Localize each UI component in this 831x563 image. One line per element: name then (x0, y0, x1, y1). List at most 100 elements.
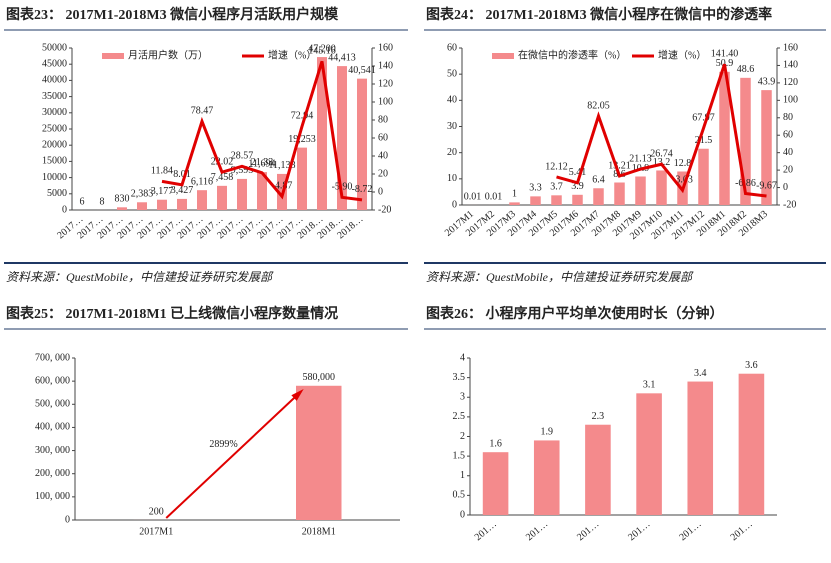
bar-label: 8 (100, 196, 105, 207)
y-tick-label: 40000 (42, 75, 67, 86)
y2-tick-label: 40 (378, 150, 388, 161)
y-tick-label: 2 (460, 431, 465, 442)
y2-tick-label: 120 (378, 78, 393, 89)
y-tick-label: 30000 (42, 107, 67, 118)
y2-tick-label: 0 (378, 186, 383, 197)
bar (739, 374, 765, 515)
line-label: 8.01 (173, 169, 191, 180)
x-tick-label: 201… (677, 519, 703, 543)
bar-label: 1 (512, 189, 517, 200)
y-tick-label: 50000 (42, 42, 67, 53)
line-label: 26.74 (650, 149, 673, 160)
y2-tick-label: 60 (378, 132, 388, 143)
bar (117, 207, 127, 210)
bar-label: 3.1 (643, 380, 656, 391)
bar-label: 3.6 (745, 360, 758, 371)
y-tick-label: 700, 000 (35, 352, 70, 363)
y-tick-label: 45000 (42, 58, 67, 69)
y-tick-label: 30 (447, 121, 457, 132)
legend-swatch (102, 53, 124, 59)
x-tick-label: 201… (729, 519, 755, 543)
y-tick-label: 1.5 (453, 450, 466, 461)
y-tick-label: 300, 000 (35, 445, 70, 456)
y2-tick-label: 0 (783, 182, 788, 193)
y-tick-label: 20000 (42, 139, 67, 150)
x-tick-label: 2018M1 (302, 526, 336, 537)
bar-label: 1.9 (541, 427, 554, 438)
bar-label: 43.9 (758, 76, 776, 87)
y-tick-label: 15000 (42, 156, 67, 167)
y-tick-label: 0 (452, 199, 457, 210)
y-tick-label: 200, 000 (35, 468, 70, 479)
x-tick-label: 201… (524, 519, 550, 543)
x-tick-label: 201… (575, 519, 601, 543)
title: 图表25： 2017M1-2018M1 已上线微信小程序数量情况 (6, 305, 338, 322)
source: 资料来源：QuestMobile，中信建投证券研究发展部 (6, 270, 274, 284)
bar-label: 3,427 (171, 185, 194, 196)
bar-label: 2.3 (592, 411, 605, 422)
bar (534, 440, 560, 515)
y-tick-label: 400, 000 (35, 422, 70, 433)
y-tick-label: 3 (460, 392, 465, 403)
y-tick-label: 25000 (42, 123, 67, 134)
x-tick-label: 201… (473, 519, 499, 543)
bar-label: 12.8 (674, 158, 692, 169)
line-label: 12.12 (545, 161, 568, 172)
source: 资料来源：QuestMobile，中信建投证券研究发展部 (426, 270, 694, 284)
y-tick-label: 20 (447, 147, 457, 158)
line-label: -9.67 (756, 180, 777, 191)
line-label: 141.40 (711, 49, 739, 60)
y2-tick-label: 120 (783, 77, 798, 88)
title: 图表24： 2017M1-2018M3 微信小程序在微信中的渗透率 (426, 6, 772, 23)
y-tick-label: 600, 000 (35, 375, 70, 386)
bar (137, 202, 147, 210)
bar-label: 48.6 (737, 64, 755, 75)
bar (296, 386, 342, 520)
bar (698, 149, 709, 205)
y2-tick-label: 80 (783, 112, 793, 123)
bar-label: 1.6 (489, 438, 502, 449)
bar (572, 195, 583, 205)
bar-label: 6.4 (592, 175, 605, 186)
bar-label: 3.3 (529, 183, 542, 194)
bar-label: 3.7 (550, 182, 563, 193)
line-label: 5.41 (569, 167, 587, 178)
y-tick-label: 40 (447, 95, 457, 106)
line-label: 78.47 (191, 106, 214, 117)
bar-label: 830 (115, 194, 130, 205)
y-tick-label: 3.5 (453, 372, 466, 383)
bar (509, 202, 520, 205)
y-tick-label: 0 (62, 204, 67, 215)
bar (636, 393, 662, 515)
legend-swatch (492, 53, 514, 59)
bar-label: 0.01 (464, 191, 482, 202)
bar (157, 200, 167, 210)
bar-label: 19,253 (288, 134, 316, 145)
y-tick-label: 100, 000 (35, 491, 70, 502)
line-label: 11.84 (151, 166, 173, 177)
bar (217, 186, 227, 210)
bar (635, 176, 646, 205)
line-label: 13.21 (608, 160, 631, 171)
legend-label: 在微信中的渗透率（%） (518, 48, 626, 61)
y-tick-label: 4 (460, 352, 465, 363)
line-label: 21.33 (251, 157, 274, 168)
y-tick-label: 5000 (47, 188, 67, 199)
bar-label: 580,000 (303, 372, 336, 383)
line-label: 72.94 (291, 111, 314, 122)
bar (551, 195, 562, 205)
legend-label: 增速（%） (658, 48, 706, 61)
line-label: -8.72 (352, 184, 373, 195)
y2-tick-label: 160 (378, 42, 393, 53)
y-tick-label: 10 (447, 173, 457, 184)
bar (687, 382, 713, 515)
annotation: 2899% (209, 439, 237, 450)
bar (656, 170, 667, 205)
bar-label: 3.4 (694, 368, 707, 379)
y-tick-label: 0.5 (453, 490, 466, 501)
bar-label: 6,116 (191, 176, 213, 187)
y2-tick-label: 140 (378, 60, 393, 71)
y2-tick-label: 20 (378, 168, 388, 179)
bar (585, 425, 611, 515)
